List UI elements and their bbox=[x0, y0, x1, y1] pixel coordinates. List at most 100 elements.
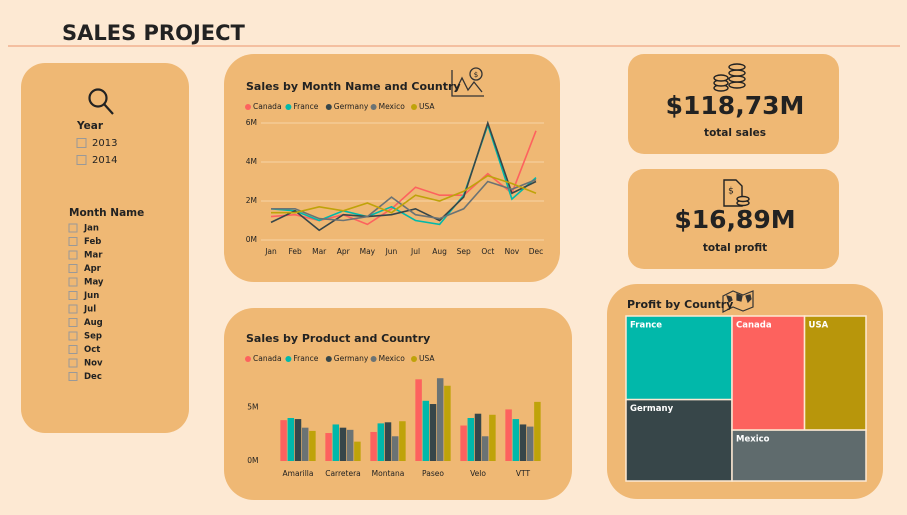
slicer-option[interactable]: Mar bbox=[84, 251, 103, 261]
checkbox[interactable] bbox=[68, 264, 78, 273]
checkbox[interactable] bbox=[68, 304, 78, 314]
x-tick-label: VTT bbox=[516, 469, 531, 478]
bar bbox=[467, 418, 475, 461]
bar bbox=[301, 427, 309, 461]
slicer-title: Year bbox=[76, 120, 104, 132]
bar bbox=[309, 430, 316, 461]
slicer-option[interactable]: Sep bbox=[84, 332, 102, 342]
slicer-option[interactable]: Aug bbox=[84, 318, 103, 328]
bar bbox=[444, 385, 451, 461]
x-tick-label: Apr bbox=[337, 247, 351, 256]
legend-label: Canada bbox=[253, 102, 282, 111]
bar bbox=[460, 425, 467, 461]
checkbox[interactable] bbox=[68, 372, 78, 381]
slicer-option[interactable]: Oct bbox=[84, 345, 100, 355]
checkbox[interactable] bbox=[76, 155, 87, 165]
bar bbox=[526, 426, 534, 461]
x-tick-label: Amarilla bbox=[283, 469, 314, 478]
treemap-tile[interactable] bbox=[625, 315, 733, 401]
checkbox[interactable] bbox=[68, 277, 78, 287]
bar bbox=[354, 441, 361, 461]
profit-icon: $ bbox=[723, 179, 750, 207]
bar bbox=[512, 419, 520, 461]
x-tick-label: Dec bbox=[529, 247, 544, 256]
bar bbox=[422, 400, 430, 461]
bar bbox=[346, 429, 354, 461]
x-tick-label: Jul bbox=[410, 247, 420, 256]
y-tick-label: 0M bbox=[246, 235, 257, 244]
bar bbox=[489, 414, 496, 461]
checkbox[interactable] bbox=[68, 345, 78, 354]
legend-swatch bbox=[325, 104, 332, 110]
chart-title: Profit by Country bbox=[627, 298, 733, 311]
checkbox[interactable] bbox=[68, 358, 78, 368]
legend-label: Germany bbox=[334, 354, 369, 363]
slicer-option[interactable]: Jan bbox=[83, 224, 99, 234]
legend-swatch bbox=[370, 356, 377, 362]
checkbox[interactable] bbox=[68, 223, 78, 233]
y-tick-label: 4M bbox=[246, 157, 257, 166]
slicer-option[interactable]: May bbox=[84, 278, 104, 288]
y-tick-label: 0M bbox=[247, 456, 258, 465]
legend-swatch bbox=[370, 104, 377, 110]
slicer-option[interactable]: Apr bbox=[84, 264, 102, 274]
checkbox[interactable] bbox=[76, 138, 87, 148]
checkbox[interactable] bbox=[68, 331, 78, 341]
bar bbox=[287, 418, 295, 461]
x-tick-label: May bbox=[360, 247, 376, 256]
bar bbox=[481, 436, 489, 461]
treemap-tile[interactable] bbox=[731, 315, 806, 431]
legend-swatch bbox=[245, 104, 251, 110]
bar bbox=[384, 422, 392, 461]
treemap-tile[interactable] bbox=[803, 315, 867, 431]
legend-swatch bbox=[285, 104, 292, 110]
bar bbox=[436, 378, 444, 461]
map-icon bbox=[722, 290, 754, 313]
tile-label: France bbox=[630, 321, 662, 331]
coins-icon bbox=[713, 63, 746, 92]
slicer-option[interactable]: 2014 bbox=[92, 155, 117, 166]
bar bbox=[474, 413, 482, 461]
legend-swatch bbox=[411, 104, 417, 110]
checkbox[interactable] bbox=[68, 250, 78, 260]
slicer-option[interactable]: 2013 bbox=[92, 138, 117, 149]
kpi-label: total profit bbox=[703, 242, 767, 254]
bar bbox=[280, 420, 287, 461]
bar bbox=[294, 419, 302, 461]
tile-label: Mexico bbox=[736, 435, 770, 445]
bar bbox=[391, 436, 399, 461]
bar bbox=[325, 433, 332, 461]
slicer-option[interactable]: Nov bbox=[84, 359, 103, 369]
x-tick-label: Sep bbox=[457, 247, 471, 256]
checkbox[interactable] bbox=[68, 318, 78, 327]
kpi-card bbox=[628, 54, 839, 154]
checkbox[interactable] bbox=[68, 237, 78, 246]
kpi-label: total sales bbox=[704, 127, 766, 139]
slicer-option[interactable]: Feb bbox=[84, 237, 101, 247]
legend-swatch bbox=[285, 356, 292, 362]
bar bbox=[399, 421, 406, 461]
legend-swatch bbox=[245, 356, 251, 362]
bar bbox=[370, 431, 377, 461]
legend-label: France bbox=[293, 354, 318, 363]
line-series bbox=[270, 122, 537, 226]
x-tick-label: Carretera bbox=[325, 469, 361, 478]
slicer-option[interactable]: Jun bbox=[83, 291, 99, 301]
treemap-tile[interactable] bbox=[731, 429, 867, 482]
treemap-tile[interactable] bbox=[625, 398, 733, 482]
x-tick-label: Montana bbox=[372, 469, 405, 478]
x-tick-label: Mar bbox=[312, 247, 327, 256]
slicer-option[interactable]: Dec bbox=[84, 372, 102, 382]
checkbox[interactable] bbox=[68, 291, 78, 300]
y-tick-label: 2M bbox=[246, 196, 257, 205]
legend-label: USA bbox=[419, 102, 435, 111]
x-tick-label: Feb bbox=[288, 247, 302, 256]
slicer-option[interactable]: Jul bbox=[83, 305, 96, 315]
legend-label: Germany bbox=[334, 102, 369, 111]
y-tick-label: 6M bbox=[246, 118, 257, 127]
legend-swatch bbox=[325, 356, 332, 362]
bar bbox=[519, 424, 527, 461]
y-tick-label: 5M bbox=[247, 402, 258, 411]
legend-label: Mexico bbox=[379, 354, 406, 363]
